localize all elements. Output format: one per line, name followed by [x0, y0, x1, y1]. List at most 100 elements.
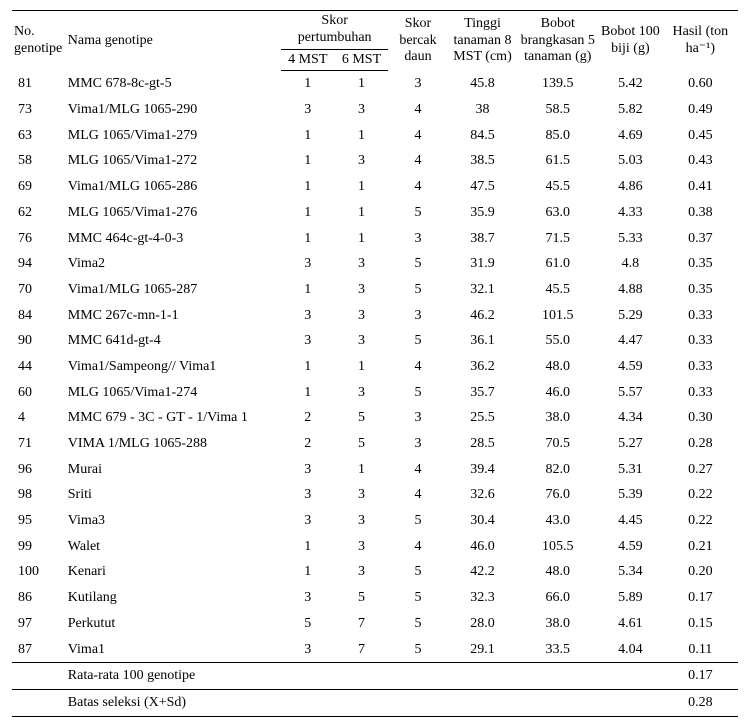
cell-h: 0.17: [663, 585, 738, 611]
table-row: 63MLG 1065/Vima1-27911484.585.04.690.45: [12, 123, 738, 149]
cell-tt: 36.2: [448, 354, 518, 380]
col-no: No. genotipe: [12, 11, 66, 71]
cell-tt: 28.0: [448, 611, 518, 637]
cell-no: 4: [12, 405, 66, 431]
table-row: 98Sriti33432.676.05.390.22: [12, 482, 738, 508]
summary-row: Batas seleksi (X+Sd)0.28: [12, 689, 738, 716]
cell-bb: 66.0: [517, 585, 598, 611]
cell-h: 0.21: [663, 534, 738, 560]
cell-bd: 4: [388, 174, 447, 200]
cell-tt: 38: [448, 97, 518, 123]
col-skor6: 6 MST: [335, 49, 389, 71]
cell-s6: 3: [335, 380, 389, 406]
cell-s6: 3: [335, 559, 389, 585]
cell-bb: 82.0: [517, 457, 598, 483]
table-row: 95Vima333530.443.04.450.22: [12, 508, 738, 534]
table-header: No. genotipe Nama genotipe Skor pertumbu…: [12, 11, 738, 71]
col-hasil: Hasil (ton ha⁻¹): [663, 11, 738, 71]
table-row: 62MLG 1065/Vima1-27611535.963.04.330.38: [12, 200, 738, 226]
cell-no: 81: [12, 71, 66, 97]
cell-s6: 1: [335, 226, 389, 252]
cell-name: MMC 464c-gt-4-0-3: [66, 226, 281, 252]
cell-bd: 5: [388, 277, 447, 303]
cell-name: MMC 679 - 3C - GT - 1/Vima 1: [66, 405, 281, 431]
col-bercak: Skor bercak daun: [388, 11, 447, 71]
table-row: 94Vima233531.961.04.80.35: [12, 251, 738, 277]
cell-b100: 5.27: [598, 431, 663, 457]
cell-no: 60: [12, 380, 66, 406]
cell-no: 44: [12, 354, 66, 380]
cell-bd: 5: [388, 200, 447, 226]
cell-name: Vima2: [66, 251, 281, 277]
cell-bb: 45.5: [517, 277, 598, 303]
cell-bd: 4: [388, 457, 447, 483]
cell-name: MLG 1065/Vima1-274: [66, 380, 281, 406]
cell-name: Perkutut: [66, 611, 281, 637]
cell-s4: 1: [281, 380, 335, 406]
cell-b100: 4.88: [598, 277, 663, 303]
cell-bb: 48.0: [517, 354, 598, 380]
cell-bb: 45.5: [517, 174, 598, 200]
col-skor-group: Skor pertumbuhan: [281, 11, 389, 50]
cell-b100: 4.86: [598, 174, 663, 200]
cell-h: 0.20: [663, 559, 738, 585]
cell-h: 0.60: [663, 71, 738, 97]
col-biji: Bobot 100 biji (g): [598, 11, 663, 71]
cell-bd: 4: [388, 354, 447, 380]
cell-s6: 3: [335, 303, 389, 329]
cell-s4: 3: [281, 508, 335, 534]
cell-s4: 3: [281, 328, 335, 354]
cell-b100: 5.31: [598, 457, 663, 483]
cell-s4: 5: [281, 611, 335, 637]
cell-name: MMC 678-8c-gt-5: [66, 71, 281, 97]
cell-s4: 3: [281, 482, 335, 508]
cell-h: 0.22: [663, 508, 738, 534]
cell-s4: 1: [281, 200, 335, 226]
cell-bb: 70.5: [517, 431, 598, 457]
cell-name: Vima3: [66, 508, 281, 534]
cell-no: 70: [12, 277, 66, 303]
cell-h: 0.28: [663, 431, 738, 457]
cell-no: 58: [12, 148, 66, 174]
cell-s6: 3: [335, 251, 389, 277]
cell-h: 0.30: [663, 405, 738, 431]
cell-bd: 4: [388, 148, 447, 174]
cell-s6: 7: [335, 637, 389, 663]
cell-tt: 46.0: [448, 534, 518, 560]
cell-no: 87: [12, 637, 66, 663]
cell-bd: 3: [388, 226, 447, 252]
cell-h: 0.43: [663, 148, 738, 174]
cell-h: 0.33: [663, 328, 738, 354]
cell-tt: 31.9: [448, 251, 518, 277]
cell-s4: 2: [281, 431, 335, 457]
cell-bb: 76.0: [517, 482, 598, 508]
col-name: Nama genotipe: [66, 11, 281, 71]
cell-no: 63: [12, 123, 66, 149]
table-row: 100Kenari13542.248.05.340.20: [12, 559, 738, 585]
cell-h: 0.22: [663, 482, 738, 508]
cell-bb: 101.5: [517, 303, 598, 329]
table-body: 81MMC 678-8c-gt-511345.8139.55.420.6073V…: [12, 71, 738, 716]
cell-bb: 48.0: [517, 559, 598, 585]
cell-tt: 38.5: [448, 148, 518, 174]
cell-name: MMC 641d-gt-4: [66, 328, 281, 354]
cell-no: 98: [12, 482, 66, 508]
table-row: 87Vima137529.133.54.040.11: [12, 637, 738, 663]
cell-h: 0.15: [663, 611, 738, 637]
cell-tt: 25.5: [448, 405, 518, 431]
cell-name: MLG 1065/Vima1-279: [66, 123, 281, 149]
cell-s6: 1: [335, 200, 389, 226]
cell-b100: 5.42: [598, 71, 663, 97]
cell-name: Walet: [66, 534, 281, 560]
cell-name: Vima1/Sampeong// Vima1: [66, 354, 281, 380]
cell-name: MLG 1065/Vima1-272: [66, 148, 281, 174]
cell-bd: 4: [388, 534, 447, 560]
table-row: 69Vima1/MLG 1065-28611447.545.54.860.41: [12, 174, 738, 200]
cell-s6: 3: [335, 508, 389, 534]
cell-s6: 1: [335, 174, 389, 200]
genotype-table: No. genotipe Nama genotipe Skor pertumbu…: [12, 10, 738, 717]
cell-s4: 3: [281, 251, 335, 277]
cell-tt: 32.3: [448, 585, 518, 611]
cell-tt: 84.5: [448, 123, 518, 149]
cell-tt: 46.2: [448, 303, 518, 329]
